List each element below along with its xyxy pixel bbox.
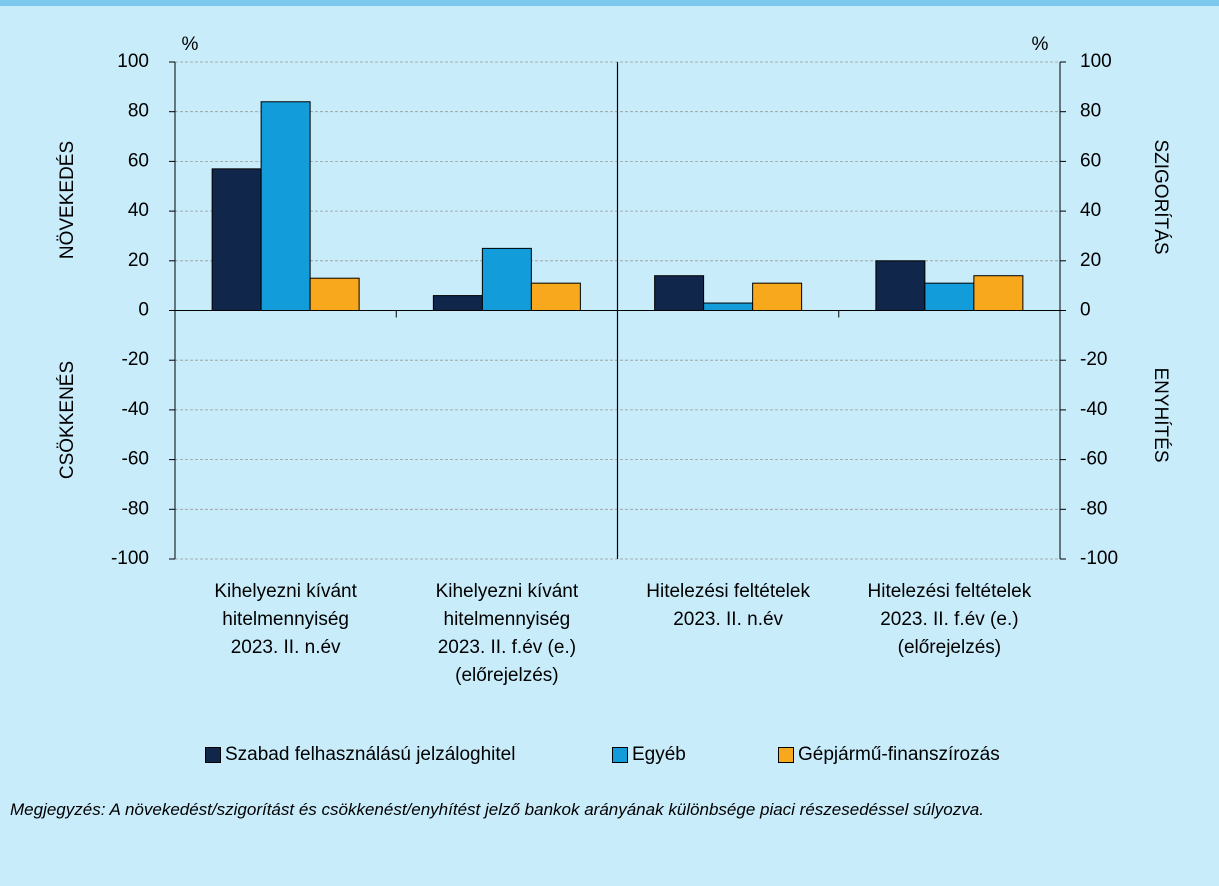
y-label-top: NÖVEKEDÉS bbox=[57, 141, 78, 259]
y2-tick-label: 20 bbox=[1080, 250, 1101, 271]
y-tick-label: -80 bbox=[122, 498, 149, 519]
y-label-bottom: CSÖKKENÉS bbox=[57, 361, 78, 479]
y2-tick-label: 0 bbox=[1080, 300, 1091, 321]
legend-item: Egyéb bbox=[612, 744, 686, 766]
y2-tick-label: -40 bbox=[1080, 399, 1107, 420]
y2-tick-label: 40 bbox=[1080, 200, 1101, 221]
bar bbox=[530, 282, 581, 312]
legend-label: Szabad felhasználású jelzáloghitel bbox=[225, 744, 516, 765]
note: Megjegyzés: A növekedést/szigorítást és … bbox=[10, 800, 984, 819]
legend-item: Gépjármű-finanszírozás bbox=[778, 744, 1000, 766]
legend-item: Szabad felhasználású jelzáloghitel bbox=[205, 744, 515, 766]
bar bbox=[654, 275, 705, 311]
bar bbox=[260, 101, 311, 312]
bar bbox=[309, 277, 360, 312]
x-tick-label: Hitelezési feltételek 2023. II. f.év (e.… bbox=[867, 581, 1032, 658]
y-tick-label: 100 bbox=[117, 51, 149, 72]
y2-tick-label: -100 bbox=[1080, 548, 1118, 569]
legend-swatch bbox=[612, 747, 628, 763]
y2-unit: % bbox=[1032, 34, 1049, 55]
y-unit: % bbox=[182, 34, 199, 55]
y-tick-label: -20 bbox=[122, 349, 149, 370]
y-tick-label: 40 bbox=[128, 200, 149, 221]
bar bbox=[211, 168, 262, 311]
bar bbox=[875, 260, 926, 311]
bar bbox=[973, 275, 1024, 311]
y-tick-label: 20 bbox=[128, 250, 149, 271]
y2-tick-label: -60 bbox=[1080, 449, 1107, 470]
y-tick-label: 80 bbox=[128, 101, 149, 122]
legend-label: Egyéb bbox=[632, 744, 686, 765]
legend-swatch bbox=[205, 747, 221, 763]
y2-label-bottom: ENYHÍTÉS bbox=[1150, 367, 1171, 462]
x-tick-label: Kihelyezni kívánt hitelmennyiség 2023. I… bbox=[435, 581, 579, 686]
bar bbox=[703, 302, 754, 312]
y-tick-label: 60 bbox=[128, 150, 149, 171]
y2-tick-label: -80 bbox=[1080, 498, 1107, 519]
bar bbox=[752, 282, 803, 312]
y-tick-label: -60 bbox=[122, 449, 149, 470]
top-strip bbox=[0, 0, 1219, 6]
y-tick-label: -100 bbox=[111, 548, 149, 569]
bar bbox=[481, 247, 532, 311]
y2-label-top: SZIGORÍTÁS bbox=[1150, 139, 1171, 254]
bar bbox=[432, 295, 483, 311]
bar bbox=[924, 282, 975, 312]
y2-tick-label: 100 bbox=[1080, 51, 1112, 72]
y-tick-label: 0 bbox=[138, 300, 149, 321]
y2-tick-label: 80 bbox=[1080, 101, 1101, 122]
y2-tick-label: -20 bbox=[1080, 349, 1107, 370]
legend-label: Gépjármű-finanszírozás bbox=[798, 744, 1000, 765]
x-tick-label: Kihelyezni kívánt hitelmennyiség 2023. I… bbox=[214, 581, 357, 658]
y-tick-label: -40 bbox=[122, 399, 149, 420]
legend-swatch bbox=[778, 747, 794, 763]
y2-tick-label: 60 bbox=[1080, 150, 1101, 171]
x-tick-label: Hitelezési feltételek 2023. II. n.év bbox=[646, 581, 810, 630]
